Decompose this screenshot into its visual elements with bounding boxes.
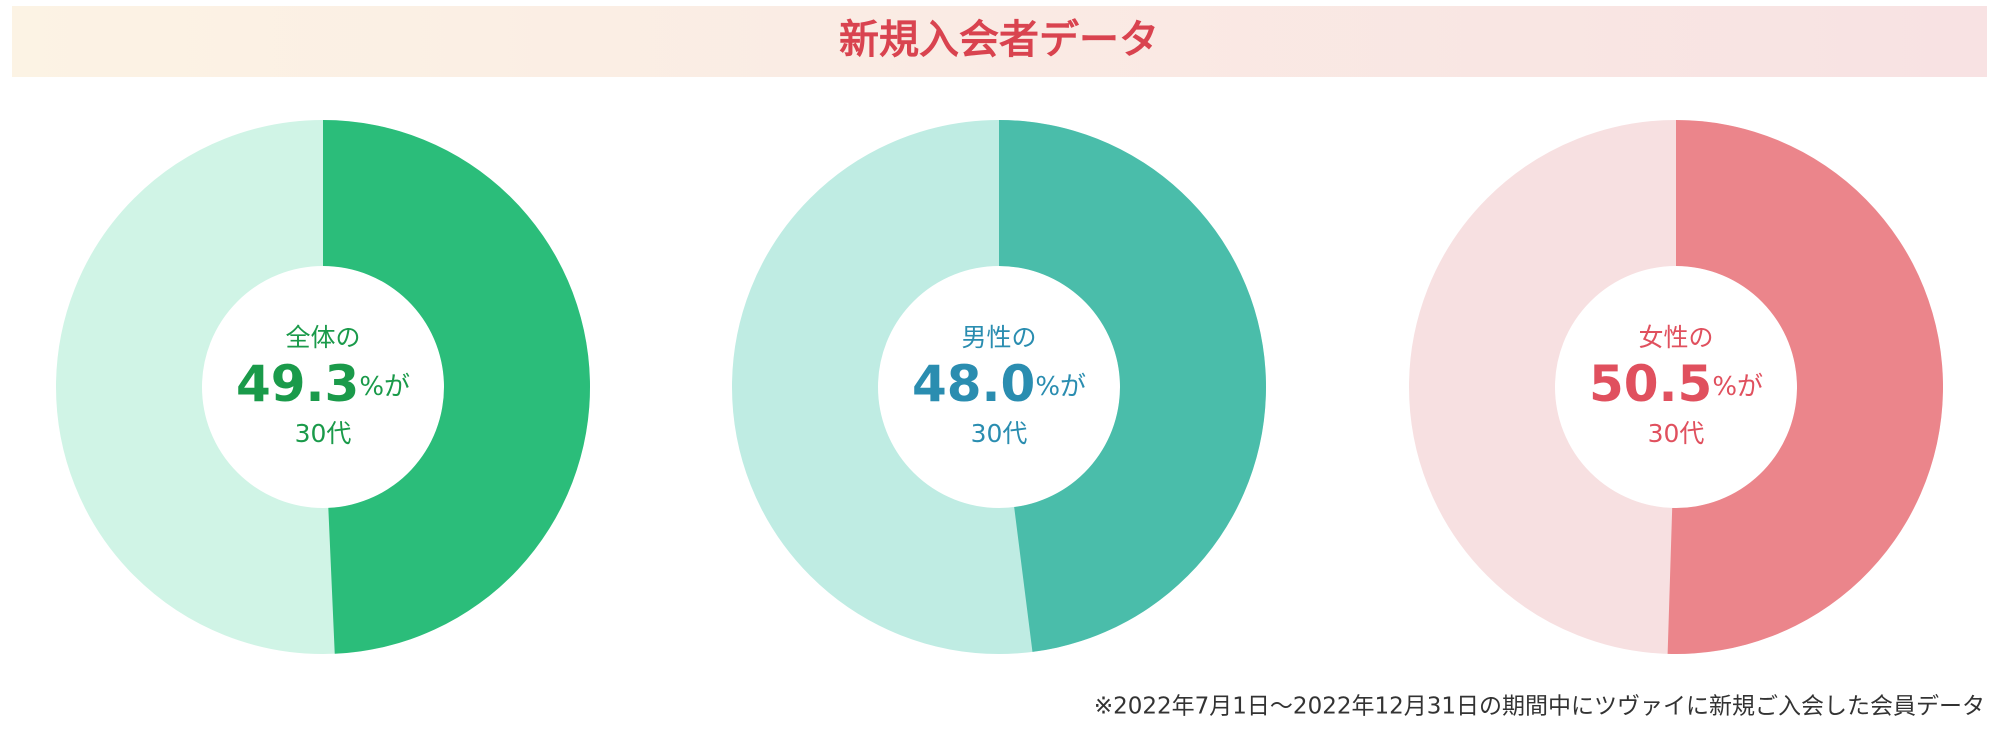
donut-segment	[999, 120, 1267, 652]
donut-label: 女性の	[1638, 323, 1713, 352]
donut-label: 男性の	[961, 323, 1036, 352]
value-unit: %が	[1712, 372, 1763, 402]
value-label: 49.3	[236, 355, 359, 413]
value-label: 50.5	[1589, 355, 1712, 413]
page-title: 新規入会者データ	[839, 17, 1159, 63]
donut-label: 全体の	[285, 323, 360, 352]
donut-caption: 30代	[971, 419, 1028, 448]
donut-value: 49.3%が	[236, 355, 410, 413]
value-unit: %が	[1035, 372, 1086, 402]
donut-value: 50.5%が	[1589, 355, 1763, 413]
value-unit: %が	[359, 372, 410, 402]
donut-segment	[323, 120, 591, 654]
donut-segment	[1667, 120, 1943, 654]
value-label: 48.0	[912, 355, 1035, 413]
donut-value: 48.0%が	[912, 355, 1086, 413]
footnote: ※2022年7月1日〜2022年12月31日の期間中にツヴァイに新規ご入会した会…	[1094, 694, 1985, 720]
donut-caption: 30代	[295, 419, 352, 448]
title-band	[12, 6, 1987, 77]
donut-caption: 30代	[1648, 419, 1705, 448]
